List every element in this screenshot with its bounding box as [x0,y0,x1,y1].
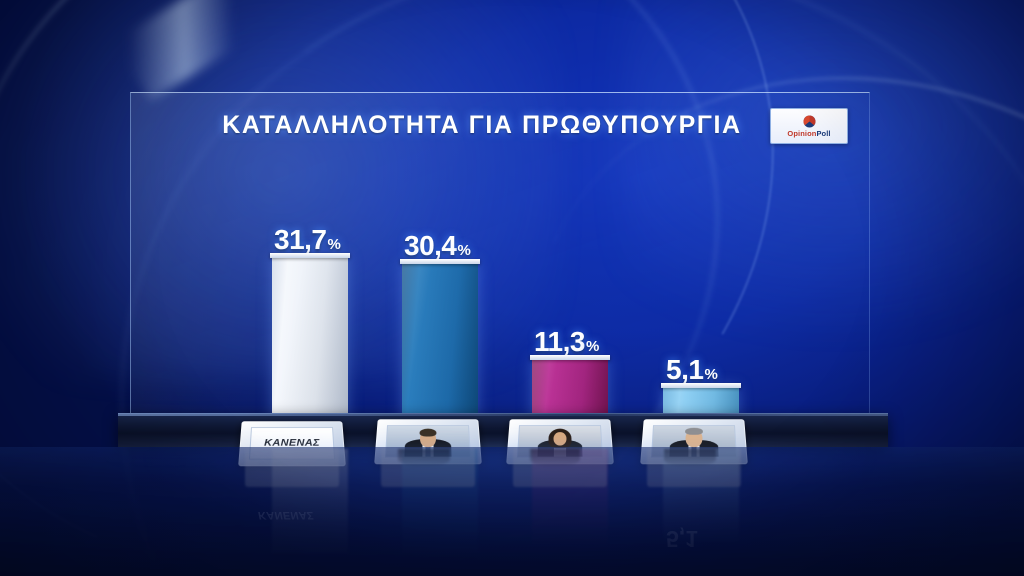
bar-cap-1 [400,259,480,264]
panel-sheen [131,93,869,422]
reflection-darkening-mask [0,447,1024,576]
stage-bar-highlight [118,413,888,416]
bar-1 [402,262,478,420]
bar-value-unit-0: % [327,236,341,253]
pie-circle-icon [803,115,816,128]
background-glow-right [624,0,1024,340]
bar-value-number-0: 31,7 [274,224,327,255]
bar-value-number-2: 11,3 [534,326,585,357]
page-title: ΚΑΤΑΛΛΗΛΟΤΗΤΑ ΓΙΑ ΠΡΩΘΥΠΟΥΡΓΙΑ [0,111,1024,140]
logo-word-opinion: Opinion [787,128,817,138]
bar-cap-3 [661,383,741,388]
stage-bar [118,413,888,447]
opinionpoll-logo: OpinionPoll [770,108,848,144]
glass-panel [130,92,870,422]
bar-value-1: 30,4% [404,230,471,262]
bar-value-unit-2: % [585,338,599,355]
logo-word-poll: Poll [816,128,831,138]
bar-value-0: 31,7% [274,224,341,256]
bar-value-number-1: 30,4 [404,230,457,261]
bar-value-number-3: 5,1 [666,354,704,385]
bar-cap-2 [530,355,610,360]
bar-value-unit-1: % [457,242,471,259]
page-title-text: ΚΑΤΑΛΛΗΛΟΤΗΤΑ ΓΙΑ ΠΡΩΘΥΠΟΥΡΓΙΑ [222,111,742,139]
reflection-layer: ΚΑΝΕΝΑΣ 5,1 [0,447,1024,576]
bar-2 [532,358,608,420]
bar-0 [272,256,348,420]
bar-value-unit-3: % [704,366,718,383]
bar-value-3: 5,1% [666,354,718,386]
logo-wordmark: OpinionPoll [787,129,830,138]
bar-cap-0 [270,253,350,258]
bar-value-2: 11,3% [534,326,599,358]
